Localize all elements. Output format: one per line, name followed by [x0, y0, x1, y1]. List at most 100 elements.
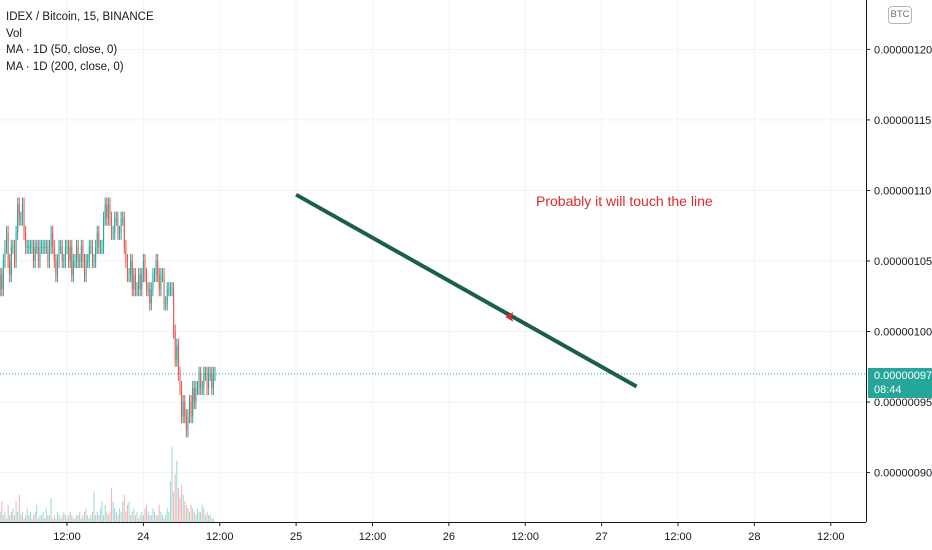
candle-body [72, 261, 74, 276]
volume-bar [123, 494, 125, 522]
candle-body [212, 373, 214, 388]
candle-body [181, 387, 183, 417]
candle-body [206, 373, 208, 388]
volume-bar [208, 515, 210, 522]
candle-body [200, 373, 202, 388]
candle-body [17, 204, 19, 233]
volume-bar [184, 501, 186, 522]
candle-body [44, 246, 46, 248]
candle-body [163, 275, 165, 304]
candle-body [138, 275, 140, 290]
volume-bar [42, 511, 44, 522]
volume-bar [182, 494, 184, 522]
volume-bar [91, 511, 93, 522]
indicator-ma200[interactable]: MA · 1D (200, close, 0) [6, 60, 124, 73]
volume-bar [36, 505, 38, 522]
candle-body [99, 246, 101, 248]
volume-bar [23, 518, 25, 522]
candle-body [9, 261, 11, 276]
volume-bar [115, 511, 117, 522]
candle-body [130, 261, 132, 276]
candle-body [201, 387, 203, 389]
volume-bar [171, 447, 173, 522]
volume-bar [21, 511, 23, 522]
symbol-title[interactable]: IDEX / Bitcoin, 15, BINANCE [6, 11, 154, 23]
volume-bar [193, 511, 195, 522]
candle-body [23, 204, 25, 233]
candle-body [12, 246, 14, 248]
time-tick-label: 28 [748, 531, 760, 543]
candle-body [182, 402, 184, 417]
volume-bar [84, 511, 86, 522]
candle-body [107, 204, 109, 219]
volume-bar [103, 515, 105, 522]
volume-bar [196, 508, 198, 522]
price-axis[interactable]: 0.00000120 0.00000115 0.00000110 0.00000105… [866, 44, 932, 480]
candle-body [95, 246, 97, 261]
volume-bar [203, 508, 205, 522]
candle-body [6, 232, 8, 247]
candle-body [203, 373, 205, 388]
candle-body [198, 373, 200, 388]
candle-body [120, 218, 122, 233]
candle-body [47, 246, 49, 261]
time-axis[interactable]: 12:00 24 12:00 25 12:00 26 12:00 27 12:00 28 12:00 [53, 522, 845, 543]
volume-bars [0, 447, 214, 522]
volume-bar [106, 511, 108, 522]
volume-bar [146, 505, 148, 522]
volume-bar [41, 515, 43, 522]
volume-bar [96, 511, 98, 522]
candle-body [4, 246, 6, 261]
candle-body [161, 275, 163, 277]
candle-body [20, 218, 22, 220]
volume-bar [90, 515, 92, 522]
chart-annotation-text[interactable]: Probably it will touch the line [536, 193, 713, 209]
candles[interactable] [0, 197, 216, 438]
volume-bar [161, 515, 163, 522]
volume-bar [154, 511, 156, 522]
time-tick-label: 12:00 [664, 531, 692, 543]
candle-body [176, 345, 178, 360]
volume-bar [82, 515, 84, 522]
candle-body [45, 246, 47, 248]
indicator-ma50[interactable]: MA · 1D (50, close, 0) [6, 44, 118, 56]
candle-body [174, 331, 176, 360]
candle-body [106, 204, 108, 219]
candle-body [187, 416, 189, 431]
volume-bar [58, 515, 60, 522]
volume-bar [211, 518, 213, 522]
candle-body [25, 232, 27, 247]
volume-bar [47, 515, 49, 522]
volume-bar [185, 505, 187, 522]
candle-body [63, 261, 65, 262]
annotation-arrow-icon [505, 311, 514, 322]
candle-body [189, 402, 191, 417]
candle-body [96, 232, 98, 247]
volume-bar [168, 511, 170, 522]
volume-bar [200, 511, 202, 522]
candle-body [133, 275, 135, 290]
candle-body [50, 232, 52, 247]
volume-bar [204, 515, 206, 522]
volume-bar [71, 515, 73, 522]
indicator-volume[interactable]: Vol [6, 27, 22, 40]
currency-button[interactable]: BTC [888, 6, 912, 24]
candle-body [103, 218, 105, 247]
volume-bar [25, 515, 27, 522]
candle-body [91, 246, 93, 261]
candle-body [126, 261, 128, 276]
volume-bar [134, 515, 136, 522]
current-price-value: 0.00000097 [874, 370, 932, 382]
volume-bar [68, 515, 70, 522]
trendline[interactable] [295, 192, 638, 389]
volume-bar [79, 511, 81, 522]
candle-body [160, 275, 162, 290]
volume-bar [77, 515, 79, 522]
candle-body [48, 246, 50, 261]
candle-body [185, 416, 187, 431]
volume-bar [48, 515, 50, 522]
candle-body [141, 275, 143, 290]
candle-body [115, 218, 117, 220]
